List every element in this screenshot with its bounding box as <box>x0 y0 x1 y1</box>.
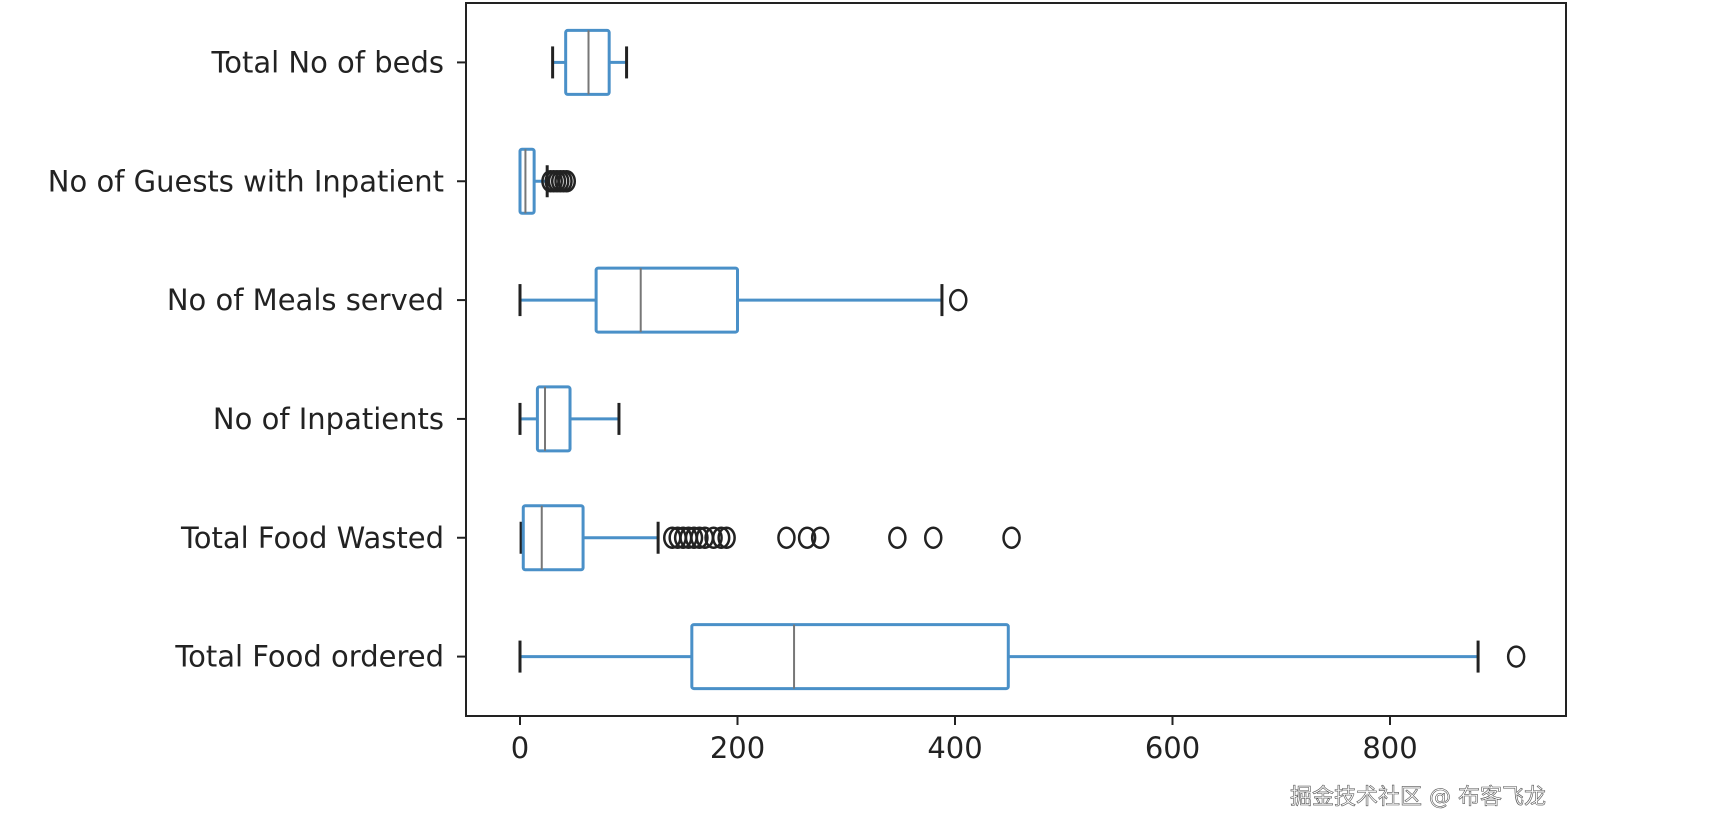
x-tick-label: 800 <box>1362 731 1417 765</box>
box <box>690 623 1010 691</box>
y-tick-label: No of Meals served <box>167 283 444 317</box>
x-tick-label: 600 <box>1145 731 1200 765</box>
y-tick-label: Total Food Wasted <box>180 521 444 555</box>
x-tick-label: 400 <box>927 731 982 765</box>
y-tick-label: Total Food ordered <box>174 640 444 674</box>
box <box>564 28 611 96</box>
outlier-point <box>777 526 796 549</box>
x-tick-label: 0 <box>511 731 529 765</box>
outlier-point <box>1002 526 1021 549</box>
outlier-point <box>717 526 736 549</box>
plot-frame <box>465 2 1567 717</box>
outlier-point <box>690 526 709 549</box>
outlier-point <box>810 526 830 549</box>
box <box>518 147 536 215</box>
box <box>594 266 739 334</box>
outlier-point <box>924 526 943 549</box>
outlier-point <box>949 288 968 312</box>
outlier-point <box>1506 645 1526 668</box>
outlier-point <box>888 526 907 549</box>
box <box>535 385 572 453</box>
outlier-point <box>711 526 731 549</box>
plot-area: 0 200 400 600 800 Total No of beds No of Guest… <box>48 2 1567 765</box>
outlier-point <box>684 526 704 549</box>
y-tick-label: No of Guests with Inpatient <box>48 164 444 198</box>
y-tick-label: No of Inpatients <box>213 402 444 436</box>
x-tick-label: 200 <box>710 731 765 765</box>
watermark: 掘金技术社区 @ 布客飞龙 <box>1290 785 1546 810</box>
outlier-point <box>557 170 577 193</box>
y-tick-label: Total No of beds <box>210 45 444 79</box>
box <box>521 504 585 572</box>
outlier-point <box>704 526 723 549</box>
outlier-point <box>797 526 817 549</box>
